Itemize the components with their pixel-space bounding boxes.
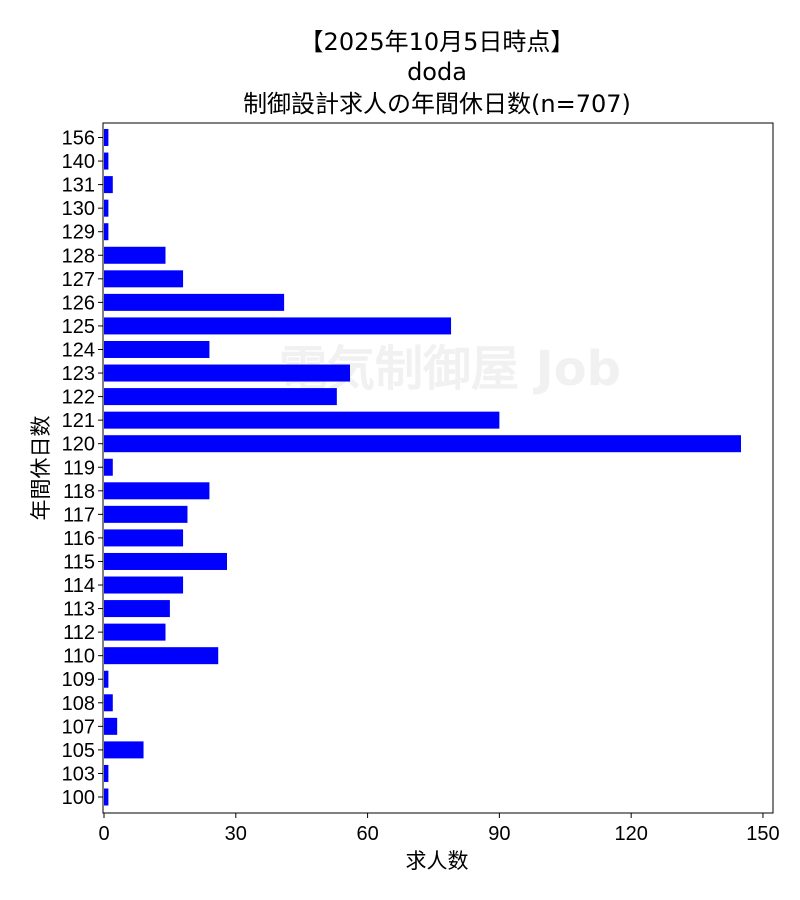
bar-108 bbox=[104, 694, 113, 712]
bar-109 bbox=[104, 670, 109, 688]
bar-126 bbox=[104, 293, 285, 311]
bar-128 bbox=[104, 246, 166, 264]
x-tick-label-60: 60 bbox=[356, 823, 378, 845]
bar-129 bbox=[104, 223, 109, 241]
bar-107 bbox=[104, 717, 118, 735]
bar-131 bbox=[104, 176, 113, 194]
y-tick-label-115: 115 bbox=[63, 551, 95, 573]
y-tick-label-140: 140 bbox=[62, 151, 95, 173]
bar-114 bbox=[104, 576, 184, 594]
y-tick-label-110: 110 bbox=[63, 646, 95, 668]
y-tick-label-125: 125 bbox=[62, 316, 95, 338]
bar-119 bbox=[104, 458, 113, 476]
y-tick-label-130: 130 bbox=[62, 198, 95, 220]
chart-title-line-1: 【2025年10月5日時点】 bbox=[300, 28, 575, 56]
x-tick-label-120: 120 bbox=[614, 823, 647, 845]
x-tick-label-150: 150 bbox=[746, 823, 779, 845]
y-tick-label-103: 103 bbox=[62, 763, 95, 785]
bar-120 bbox=[104, 435, 741, 453]
y-tick-label-105: 105 bbox=[62, 740, 95, 762]
bar-110 bbox=[104, 647, 219, 665]
bar-123 bbox=[104, 364, 351, 382]
bar-121 bbox=[104, 411, 500, 429]
bar-113 bbox=[104, 600, 170, 618]
bar-130 bbox=[104, 199, 109, 217]
y-tick-label-107: 107 bbox=[62, 716, 95, 738]
y-tick-label-123: 123 bbox=[62, 363, 95, 385]
bar-156 bbox=[104, 129, 109, 146]
x-tick-label-30: 30 bbox=[225, 823, 247, 845]
chart-title-line-3: 制御設計求人の年間休日数(n=707) bbox=[243, 90, 631, 118]
y-tick-label-122: 122 bbox=[62, 387, 95, 409]
x-axis-label: 求人数 bbox=[406, 849, 469, 873]
y-tick-label-128: 128 bbox=[62, 245, 95, 267]
y-tick-label-131: 131 bbox=[62, 175, 95, 197]
bar-103 bbox=[104, 764, 109, 782]
bar-112 bbox=[104, 623, 166, 641]
bar-118 bbox=[104, 482, 210, 500]
y-tick-label-112: 112 bbox=[63, 622, 95, 644]
bar-117 bbox=[104, 505, 188, 523]
bar-105 bbox=[104, 741, 144, 759]
y-axis-ticks: 1001031051071081091101121131141151161171… bbox=[62, 128, 103, 809]
bar-116 bbox=[104, 529, 184, 547]
bar-127 bbox=[104, 270, 184, 288]
y-tick-label-114: 114 bbox=[63, 575, 95, 597]
bars-group bbox=[104, 129, 741, 806]
y-tick-label-108: 108 bbox=[62, 693, 95, 715]
plot-frame bbox=[102, 122, 774, 814]
y-tick-label-117: 117 bbox=[63, 504, 95, 526]
y-tick-label-127: 127 bbox=[62, 269, 95, 291]
bar-140 bbox=[104, 152, 109, 170]
y-tick-label-116: 116 bbox=[63, 528, 95, 550]
y-tick-label-100: 100 bbox=[62, 787, 95, 809]
bar-100 bbox=[104, 788, 109, 806]
y-tick-label-121: 121 bbox=[62, 410, 95, 432]
bar-125 bbox=[104, 317, 452, 335]
chart-title-line-2: doda bbox=[407, 58, 467, 86]
bar-122 bbox=[104, 388, 337, 406]
y-axis-label: 年間休日数 bbox=[29, 416, 53, 521]
y-tick-label-129: 129 bbox=[62, 222, 95, 244]
y-tick-label-118: 118 bbox=[63, 481, 95, 503]
y-tick-label-113: 113 bbox=[63, 599, 95, 621]
bar-115 bbox=[104, 552, 228, 570]
y-tick-label-120: 120 bbox=[62, 434, 95, 456]
x-tick-label-90: 90 bbox=[488, 823, 510, 845]
x-tick-label-0: 0 bbox=[98, 823, 109, 845]
bar-124 bbox=[104, 340, 210, 358]
y-tick-label-119: 119 bbox=[63, 457, 95, 479]
y-tick-label-109: 109 bbox=[62, 669, 95, 691]
y-tick-label-156: 156 bbox=[62, 128, 95, 150]
x-axis-ticks: 0 30 60 90 120 150 bbox=[98, 813, 780, 845]
y-tick-label-126: 126 bbox=[62, 292, 95, 314]
y-tick-label-124: 124 bbox=[62, 339, 95, 361]
